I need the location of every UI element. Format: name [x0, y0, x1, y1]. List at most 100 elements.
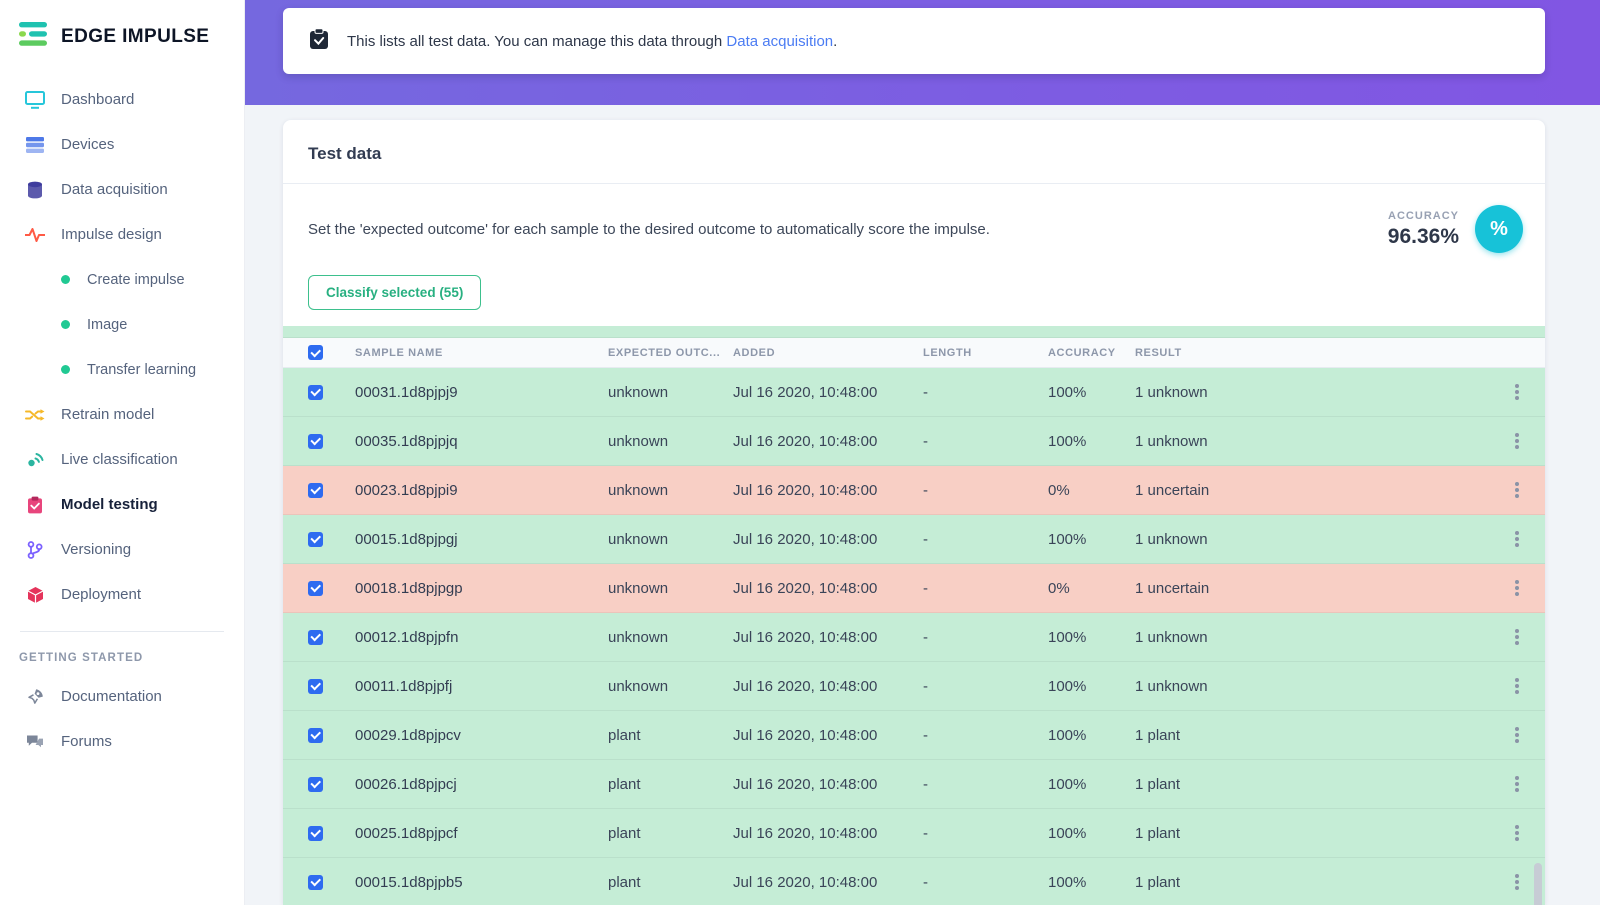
sample-length: - [923, 579, 928, 597]
expected-outcome: unknown [608, 432, 669, 450]
table-row[interactable]: 00027.1d8pjpj2 unknown Jul 16 2020, 10:4… [283, 326, 1545, 338]
chat-bubbles-icon [24, 734, 46, 750]
sample-name: 00011.1d8pjpfj [355, 677, 453, 695]
expected-outcome: plant [608, 726, 641, 744]
added-timestamp: Jul 16 2020, 10:48:00 [733, 628, 878, 646]
sidebar-item-image[interactable]: Image [0, 302, 244, 347]
row-checkbox[interactable] [307, 727, 323, 743]
sidebar-item-label: Versioning [61, 541, 132, 558]
accuracy-value: 96.36% [1387, 224, 1459, 248]
row-checkbox[interactable] [307, 531, 323, 547]
sidebar-item-documentation[interactable]: Documentation [0, 674, 244, 719]
sidebar-item-create-impulse[interactable]: Create impulse [0, 257, 244, 302]
table-row[interactable]: 00025.1d8pjpcf plant Jul 16 2020, 10:48:… [283, 809, 1545, 858]
table-row[interactable]: 00018.1d8pjpgp unknown Jul 16 2020, 10:4… [283, 564, 1545, 613]
row-checkbox[interactable] [307, 482, 323, 498]
kebab-menu-icon[interactable] [1515, 390, 1519, 394]
card-description: Set the 'expected outcome' for each samp… [308, 220, 990, 238]
table-row[interactable]: 00015.1d8pjpb5 plant Jul 16 2020, 10:48:… [283, 858, 1545, 905]
col-accuracy[interactable]: ACCURACY [1048, 346, 1116, 359]
sidebar-item-live-classification[interactable]: Live classification [0, 437, 244, 482]
row-accuracy: 100% [1048, 726, 1087, 744]
col-expected-outcome[interactable]: EXPECTED OUTC... [608, 346, 721, 359]
sidebar-item-label: Documentation [61, 688, 162, 705]
sample-length: - [923, 481, 928, 499]
classification-result: 1 plant [1135, 726, 1181, 744]
classification-result: 1 uncertain [1135, 481, 1210, 499]
col-sample-name[interactable]: SAMPLE NAME [355, 346, 443, 359]
row-checkbox[interactable] [307, 580, 323, 596]
kebab-menu-icon[interactable] [1515, 782, 1519, 786]
row-actions-cell [1489, 537, 1545, 541]
row-checkbox[interactable] [307, 433, 323, 449]
classify-selected-button[interactable]: Classify selected (55) [308, 275, 482, 310]
sample-name: 00025.1d8pjpcf [355, 824, 458, 842]
expected-outcome: plant [608, 824, 641, 842]
sample-length: - [923, 775, 928, 793]
kebab-menu-icon[interactable] [1515, 880, 1519, 884]
row-checkbox[interactable] [307, 825, 323, 841]
kebab-menu-icon[interactable] [1515, 684, 1519, 688]
col-length[interactable]: LENGTH [923, 346, 972, 359]
accuracy-percent-badge[interactable]: % [1475, 205, 1523, 253]
clipboard-check-icon [24, 496, 46, 514]
kebab-menu-icon[interactable] [1515, 488, 1519, 492]
sidebar-item-label: Forums [61, 733, 112, 750]
table-row[interactable]: 00026.1d8pjpcj plant Jul 16 2020, 10:48:… [283, 760, 1545, 809]
select-all-checkbox[interactable] [307, 345, 323, 360]
sidebar-item-transfer-learning[interactable]: Transfer learning [0, 347, 244, 392]
row-checkbox[interactable] [307, 678, 323, 694]
table-row[interactable]: 00012.1d8pjpfn unknown Jul 16 2020, 10:4… [283, 613, 1545, 662]
sample-length: - [923, 873, 928, 891]
row-accuracy: 100% [1048, 677, 1087, 695]
row-actions-cell [1489, 880, 1545, 884]
sidebar-item-dashboard[interactable]: Dashboard [0, 77, 244, 122]
table-row[interactable]: 00015.1d8pjpgj unknown Jul 16 2020, 10:4… [283, 515, 1545, 564]
classification-result: 1 unknown [1135, 383, 1208, 401]
table-row[interactable]: 00031.1d8pjpj9 unknown Jul 16 2020, 10:4… [283, 368, 1545, 417]
sample-length: - [923, 530, 928, 548]
sidebar-item-model-testing[interactable]: Model testing [0, 482, 244, 527]
sample-length: - [923, 726, 928, 744]
waveform-icon [24, 227, 46, 242]
sidebar-item-data-acquisition[interactable]: Data acquisition [0, 167, 244, 212]
row-checkbox[interactable] [307, 874, 323, 890]
test-data-table: 00027.1d8pjpj2 unknown Jul 16 2020, 10:4… [283, 326, 1545, 905]
kebab-menu-icon[interactable] [1515, 635, 1519, 639]
sample-length: - [923, 383, 928, 401]
sidebar-item-forums[interactable]: Forums [0, 719, 244, 764]
devices-icon [24, 136, 46, 154]
data-acquisition-link[interactable]: Data acquisition [726, 32, 834, 50]
brand-name: EDGE IMPULSE [61, 25, 210, 47]
card-header: Test data [283, 120, 1545, 184]
sidebar-item-deployment[interactable]: Deployment [0, 572, 244, 617]
row-actions-cell [1489, 488, 1545, 492]
vertical-scrollbar-thumb[interactable] [1534, 863, 1542, 905]
kebab-menu-icon[interactable] [1515, 733, 1519, 737]
sidebar-item-devices[interactable]: Devices [0, 122, 244, 167]
sidebar-item-versioning[interactable]: Versioning [0, 527, 244, 572]
sidebar-item-retrain-model[interactable]: Retrain model [0, 392, 244, 437]
kebab-menu-icon[interactable] [1515, 831, 1519, 835]
row-checkbox[interactable] [307, 629, 323, 645]
table-row[interactable]: 00035.1d8pjpjq unknown Jul 16 2020, 10:4… [283, 417, 1545, 466]
brand-logo[interactable]: EDGE IMPULSE [0, 0, 244, 77]
bullet-dot-icon [61, 275, 70, 284]
sidebar-item-impulse-design[interactable]: Impulse design [0, 212, 244, 257]
kebab-menu-icon[interactable] [1515, 586, 1519, 590]
table-row[interactable]: 00023.1d8pjpi9 unknown Jul 16 2020, 10:4… [283, 466, 1545, 515]
table-row[interactable]: 00011.1d8pjpfj unknown Jul 16 2020, 10:4… [283, 662, 1545, 711]
kebab-menu-icon[interactable] [1515, 537, 1519, 541]
kebab-menu-icon[interactable] [1515, 439, 1519, 443]
table-row[interactable]: 00029.1d8pjpcv plant Jul 16 2020, 10:48:… [283, 711, 1545, 760]
clipboard-icon [309, 27, 329, 55]
table-header-row: SAMPLE NAME EXPECTED OUTC... ADDED LENGT… [283, 338, 1545, 368]
col-added[interactable]: ADDED [733, 346, 776, 359]
added-timestamp: Jul 16 2020, 10:48:00 [733, 726, 878, 744]
sample-length: - [923, 432, 928, 450]
accuracy-block: ACCURACY 96.36% % [1388, 205, 1523, 253]
row-checkbox-cell [283, 825, 347, 841]
row-checkbox[interactable] [307, 384, 323, 400]
row-checkbox[interactable] [307, 776, 323, 792]
col-result[interactable]: RESULT [1135, 346, 1182, 359]
